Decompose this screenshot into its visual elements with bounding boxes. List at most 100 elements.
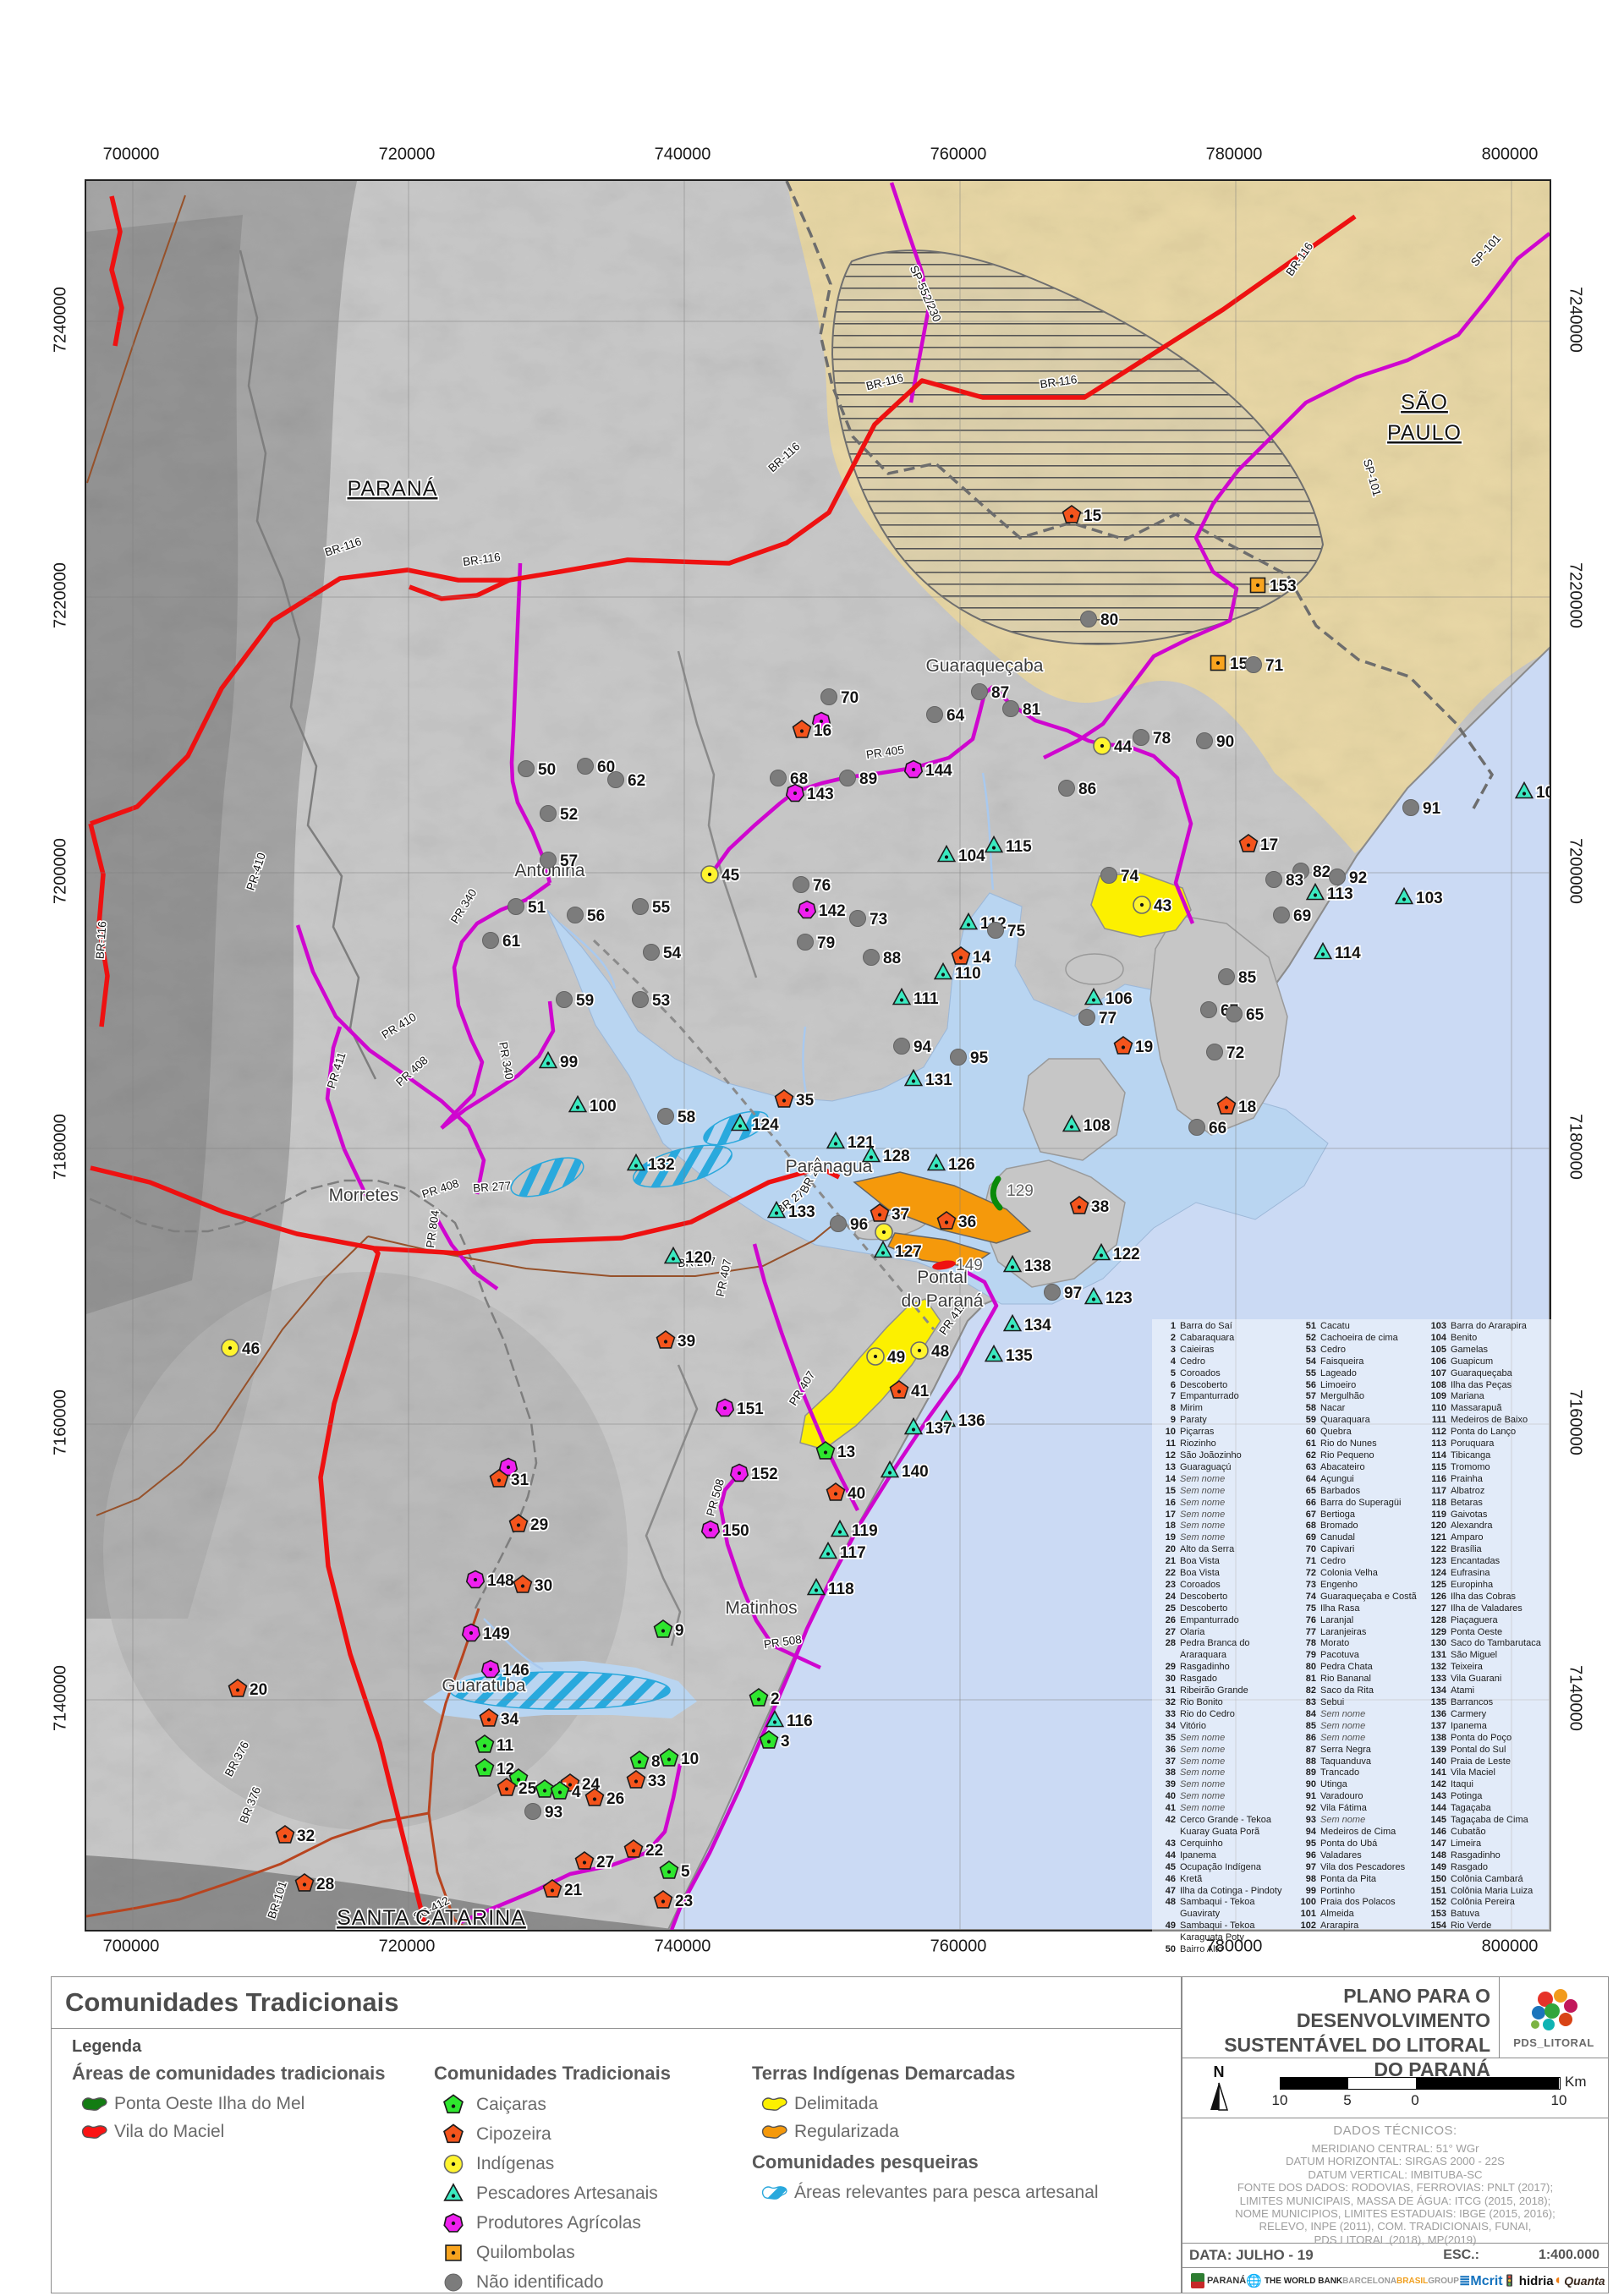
- map-marker-26: 26: [584, 1788, 626, 1810]
- map-marker-57: 57: [540, 851, 579, 872]
- community-list-col-1: 1 Barra do Saí 2 Cabaraquara 3 Caieiras 4 Cedro…: [1154, 1321, 1292, 1956]
- map-marker-22: 22: [623, 1839, 665, 1861]
- community-item-81: 81 Rio Bananal: [1305, 1674, 1371, 1685]
- community-item-86: 86 Sem nome: [1305, 1732, 1366, 1743]
- map-marker-3: 3: [759, 1730, 791, 1752]
- axis-label-7160000: 7160000: [1566, 1389, 1585, 1455]
- community-item-111: 111 Medeiros de Baixo: [1431, 1415, 1528, 1426]
- svg-text:26: 26: [606, 1790, 624, 1808]
- map-marker-51: 51: [508, 897, 547, 918]
- community-item-60: 60 Quebra: [1305, 1427, 1352, 1438]
- n-icon: [441, 2271, 476, 2294]
- map-marker-27: 27: [574, 1851, 616, 1873]
- community-item-41: 41 Sem nome: [1165, 1803, 1226, 1814]
- community-item-147: 147 Limeira: [1430, 1838, 1482, 1849]
- map-marker-25: 25: [497, 1778, 538, 1800]
- community-item-21: 21 Boa Vista: [1165, 1556, 1220, 1567]
- map-marker-151: 151: [715, 1398, 765, 1420]
- svg-text:38: 38: [1091, 1198, 1109, 1216]
- map-marker-10: 10: [659, 1748, 700, 1770]
- svg-text:70: 70: [841, 689, 859, 707]
- c-icon: [441, 2093, 476, 2117]
- svg-text:89: 89: [859, 770, 877, 788]
- scale-row: N 10 5 0 10 Km: [1182, 2058, 1608, 2118]
- community-item-63: 63 Abacateiro: [1305, 1461, 1365, 1472]
- community-item-53: 53 Cedro: [1305, 1344, 1346, 1355]
- community-item-138: 138 Ponta do Poço: [1430, 1732, 1512, 1743]
- scale-label-5: 5: [1343, 2092, 1352, 2108]
- svg-text:120: 120: [685, 1249, 712, 1267]
- community-item-137: 137 Ipanema: [1430, 1720, 1487, 1731]
- map-marker-108: 108: [1062, 1114, 1111, 1137]
- axis-label-7240000: 7240000: [51, 287, 70, 353]
- community-item-72: 72 Colonia Velha: [1305, 1568, 1378, 1579]
- community-item-61: 61 Rio do Nunes: [1305, 1438, 1377, 1449]
- map-marker-36: 36: [936, 1211, 978, 1233]
- pds-logo-icon: [1531, 1989, 1577, 2030]
- map-marker-89: 89: [839, 769, 879, 790]
- svg-text:108: 108: [1084, 1117, 1111, 1135]
- community-item-29: 29 Rasgadinho: [1165, 1662, 1230, 1673]
- map-marker-102: 102: [1514, 781, 1550, 803]
- svg-text:40: 40: [848, 1485, 865, 1503]
- legend-icon-c: [443, 2094, 464, 2114]
- map-marker-37: 37: [870, 1203, 911, 1225]
- community-item-154: 154 Rio Verde: [1430, 1921, 1492, 1932]
- svg-text:103: 103: [1416, 890, 1443, 907]
- community-item-136: 136 Carmery: [1430, 1708, 1487, 1719]
- area-1-label: Vila do Maciel: [114, 2122, 225, 2141]
- legend-icon-q: [445, 2244, 462, 2261]
- svg-text:85: 85: [1238, 969, 1257, 987]
- svg-text:17: 17: [1260, 836, 1278, 854]
- community-item-104: 104 Benito: [1430, 1332, 1478, 1343]
- city-labels: GuaraqueçabaAntoninaMorretesParanaguáPon…: [327, 655, 1045, 1696]
- svg-text:110: 110: [955, 965, 981, 983]
- dados-line-5: NOME MUNICIPIOS, LIMITES ESTADUAIS: IBGE…: [1235, 2207, 1555, 2221]
- map-marker-pair: [498, 1457, 518, 1477]
- community-item-4: 4 Cedro: [1170, 1356, 1205, 1367]
- svg-text:55: 55: [652, 899, 671, 917]
- community-item-28: 28 Pedra Branca do Araraquara: [1165, 1638, 1250, 1661]
- community-item-46: 46 Kretã: [1165, 1873, 1203, 1884]
- community-item-39: 39 Sem nome: [1165, 1779, 1226, 1790]
- state-roads: [295, 182, 1550, 1930]
- scale-label-10r: 10: [1550, 2092, 1567, 2108]
- map-marker-138: 138: [1002, 1254, 1052, 1277]
- svg-text:59: 59: [576, 992, 594, 1010]
- map-marker-149: 149: [461, 1623, 511, 1645]
- map-marker-96: 96: [830, 1214, 870, 1236]
- area-number-labels: 129 149: [955, 1181, 1035, 1275]
- map-marker-4: 4: [550, 1781, 583, 1803]
- map-marker-135: 135: [984, 1344, 1034, 1367]
- svg-text:13: 13: [837, 1444, 855, 1461]
- map-marker-79: 79: [797, 933, 837, 954]
- community-item-59: 59 Quaraquara: [1305, 1415, 1370, 1426]
- community-item-89: 89 Trancado: [1305, 1767, 1360, 1778]
- community-item-12: 12 São Joãozinho: [1165, 1449, 1242, 1460]
- axis-label-700000: 700000: [102, 145, 160, 164]
- svg-text:19: 19: [1135, 1038, 1153, 1056]
- community-item-69: 69 Canudal: [1305, 1532, 1355, 1543]
- svg-text:131: 131: [925, 1071, 952, 1089]
- svg-text:114: 114: [1335, 945, 1361, 962]
- map-marker-119: 119: [830, 1519, 879, 1542]
- community-item-84: 84 Sem nome: [1305, 1708, 1366, 1719]
- community-item-40: 40 Sem nome: [1165, 1791, 1226, 1802]
- map-marker-77: 77: [1078, 1008, 1118, 1029]
- svg-text:51: 51: [528, 899, 546, 917]
- map-marker-128: 128: [861, 1144, 911, 1167]
- legend-item-terra-0: Delimitada: [759, 2093, 1099, 2115]
- axis-label-7180000: 7180000: [51, 1114, 70, 1180]
- svg-text:119: 119: [852, 1522, 878, 1540]
- map-marker-117: 117: [818, 1541, 867, 1564]
- community-item-64: 64 Açungui: [1305, 1473, 1354, 1484]
- terra-1-icon: [759, 2121, 794, 2143]
- svg-text:123: 123: [1106, 1290, 1133, 1307]
- pesca-0-icon: [759, 2182, 794, 2204]
- svg-text:132: 132: [648, 1156, 675, 1174]
- axis-label-7220000: 7220000: [51, 562, 70, 628]
- community-item-93: 93 Sem nome: [1305, 1815, 1366, 1826]
- map-marker-87: 87: [971, 682, 1011, 704]
- map-marker-46: 46: [221, 1339, 261, 1360]
- community-item-130: 130 Saco do Tambarutaca: [1430, 1638, 1541, 1649]
